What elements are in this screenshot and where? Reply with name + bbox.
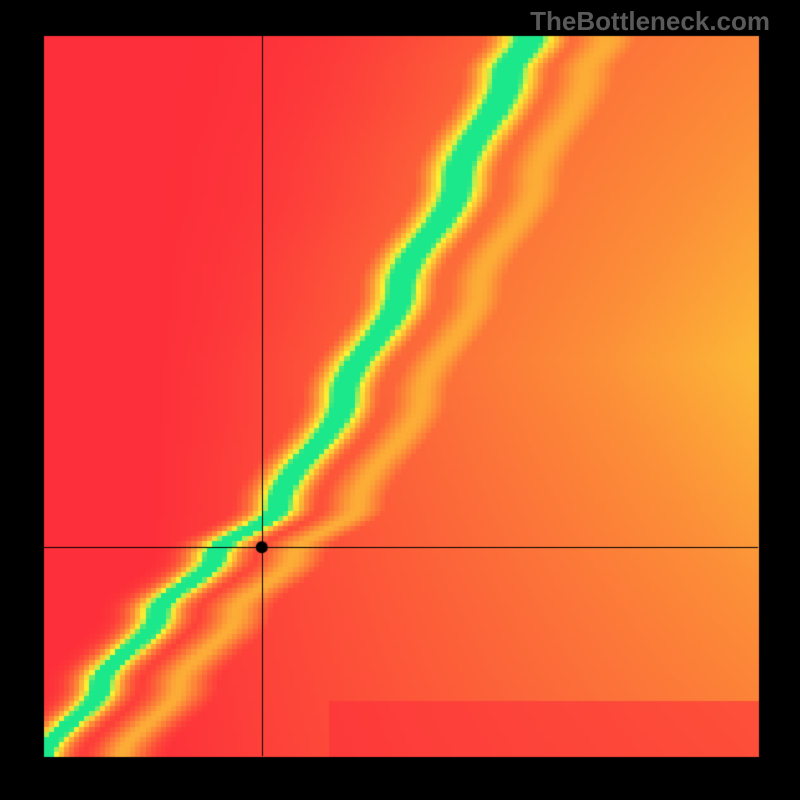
watermark-text: TheBottleneck.com (530, 6, 770, 37)
heatmap-canvas (0, 0, 800, 800)
chart-container: TheBottleneck.com (0, 0, 800, 800)
